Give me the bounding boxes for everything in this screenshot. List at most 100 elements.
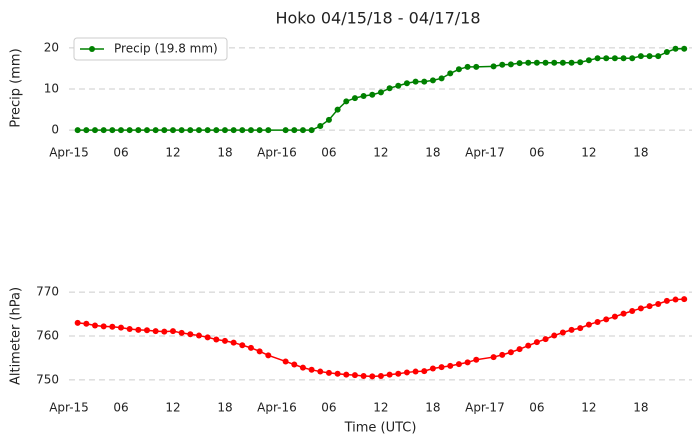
data-point bbox=[152, 328, 159, 335]
data-point bbox=[109, 127, 116, 134]
x-tick-label: 18 bbox=[217, 401, 232, 415]
x-tick-label: 12 bbox=[373, 146, 388, 160]
data-point bbox=[247, 127, 254, 134]
x-tick-label: Apr-16 bbox=[257, 146, 297, 160]
data-point bbox=[377, 89, 384, 96]
data-point bbox=[239, 127, 246, 134]
y-tick-label: 750 bbox=[36, 372, 59, 386]
data-point bbox=[230, 127, 237, 134]
data-point bbox=[221, 337, 228, 344]
data-point bbox=[100, 323, 107, 330]
x-tick-label: 12 bbox=[373, 401, 388, 415]
data-point bbox=[438, 364, 445, 371]
x-tick-label: Apr-17 bbox=[465, 401, 505, 415]
data-point bbox=[629, 307, 636, 314]
data-line bbox=[77, 298, 685, 378]
data-point bbox=[161, 328, 168, 335]
data-point bbox=[585, 321, 592, 328]
data-point bbox=[568, 326, 575, 333]
data-point bbox=[369, 91, 376, 98]
data-point bbox=[256, 348, 263, 355]
data-point bbox=[403, 369, 410, 376]
x-tick-label: 06 bbox=[321, 146, 336, 160]
data-point bbox=[377, 372, 384, 379]
data-point bbox=[117, 127, 124, 134]
data-point bbox=[516, 346, 523, 353]
data-point bbox=[490, 63, 497, 70]
x-tick-label: 12 bbox=[165, 401, 180, 415]
data-point bbox=[126, 127, 133, 134]
data-point bbox=[299, 127, 306, 134]
x-tick-label: Apr-15 bbox=[49, 146, 89, 160]
data-point bbox=[325, 369, 332, 376]
data-point bbox=[655, 300, 662, 307]
data-point bbox=[91, 322, 98, 329]
data-point bbox=[343, 371, 350, 378]
x-tick-label: 06 bbox=[529, 146, 544, 160]
data-point bbox=[542, 59, 549, 66]
data-point bbox=[230, 339, 237, 346]
data-point bbox=[204, 127, 211, 134]
data-point bbox=[421, 78, 428, 85]
data-point bbox=[421, 368, 428, 375]
y-tick-label: 760 bbox=[36, 329, 59, 343]
data-point bbox=[559, 59, 566, 66]
data-point bbox=[447, 70, 454, 77]
data-point bbox=[525, 342, 532, 349]
data-point bbox=[655, 53, 662, 60]
x-tick-label: 06 bbox=[113, 146, 128, 160]
data-point bbox=[464, 63, 471, 70]
data-point bbox=[386, 85, 393, 92]
data-point bbox=[568, 59, 575, 66]
data-point bbox=[265, 127, 272, 134]
data-point bbox=[429, 77, 436, 84]
data-point bbox=[178, 329, 185, 336]
data-point bbox=[663, 49, 670, 56]
data-point bbox=[308, 366, 315, 373]
data-point bbox=[395, 82, 402, 89]
data-point bbox=[213, 336, 220, 343]
data-point bbox=[291, 127, 298, 134]
data-point bbox=[100, 127, 107, 134]
y-tick-label: 770 bbox=[36, 285, 59, 299]
data-point bbox=[256, 127, 263, 134]
data-point bbox=[282, 127, 289, 134]
data-point bbox=[187, 127, 194, 134]
data-point bbox=[516, 60, 523, 67]
data-point bbox=[412, 368, 419, 375]
data-point bbox=[499, 61, 506, 68]
data-point bbox=[74, 319, 81, 326]
x-tick-label: 06 bbox=[321, 401, 336, 415]
y-tick-label: 0 bbox=[51, 123, 59, 137]
data-point bbox=[135, 326, 142, 333]
data-point bbox=[663, 297, 670, 304]
data-point bbox=[187, 331, 194, 338]
data-point bbox=[646, 53, 653, 60]
data-point bbox=[490, 354, 497, 361]
data-point bbox=[83, 127, 90, 134]
data-point bbox=[239, 342, 246, 349]
x-tick-label: 18 bbox=[217, 146, 232, 160]
data-point bbox=[594, 318, 601, 325]
data-point bbox=[343, 98, 350, 105]
data-point bbox=[247, 344, 254, 351]
data-point bbox=[681, 296, 688, 303]
data-point bbox=[507, 61, 514, 68]
data-point bbox=[681, 45, 688, 52]
data-point bbox=[594, 55, 601, 62]
data-point bbox=[455, 66, 462, 73]
data-point bbox=[551, 332, 558, 339]
data-point bbox=[117, 324, 124, 331]
data-point bbox=[386, 371, 393, 378]
data-point bbox=[195, 127, 202, 134]
data-point bbox=[611, 55, 618, 62]
chart-title: Hoko 04/15/18 - 04/17/18 bbox=[275, 9, 480, 28]
data-point bbox=[637, 305, 644, 312]
x-tick-label: 18 bbox=[425, 146, 440, 160]
data-point bbox=[672, 296, 679, 303]
data-point bbox=[611, 313, 618, 320]
data-point bbox=[195, 332, 202, 339]
data-point bbox=[334, 370, 341, 377]
data-point bbox=[109, 323, 116, 330]
data-point bbox=[169, 127, 176, 134]
